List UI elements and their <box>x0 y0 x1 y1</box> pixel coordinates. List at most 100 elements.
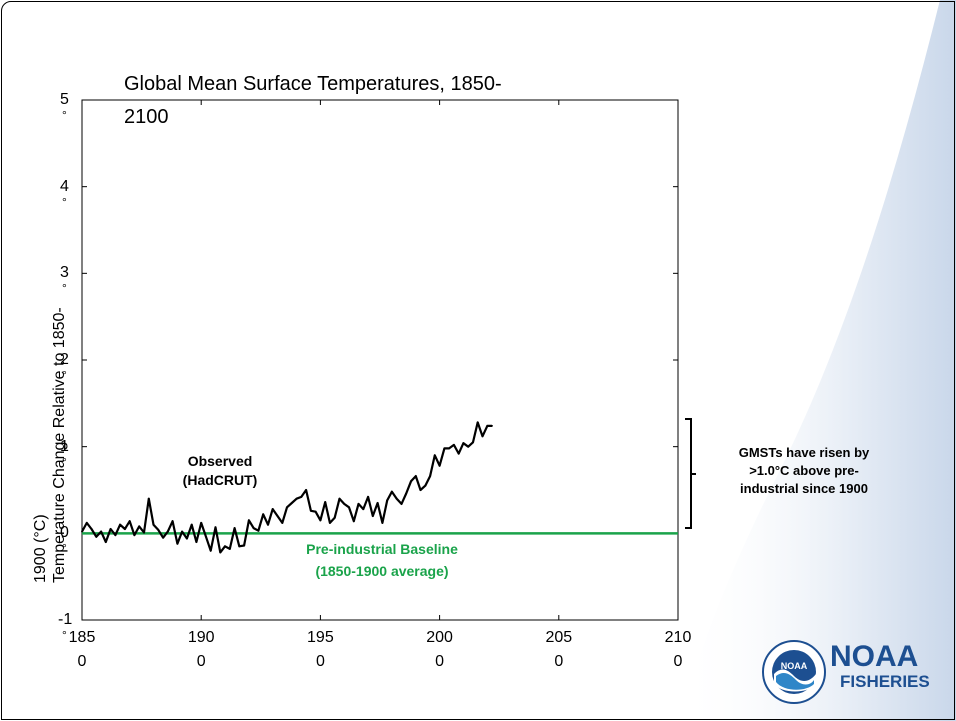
observed-data-point <box>267 523 269 526</box>
noaa-fisheries-logo: NOAA NOAA FISHERIES <box>762 638 932 706</box>
observed-data-point <box>305 489 307 491</box>
y-tick-number: 5 <box>60 91 69 108</box>
observed-data-point <box>391 490 393 493</box>
chart-title-line2: 2100 <box>124 106 169 128</box>
observed-data-point <box>85 522 88 524</box>
observed-data-point <box>414 475 417 478</box>
x-tick-label: 200 0 <box>420 626 460 674</box>
observed-data-point <box>252 527 255 530</box>
observed-data-point <box>104 541 107 543</box>
observed-data-point <box>324 501 327 504</box>
fisheries-logo-text: FISHERIES <box>840 672 930 691</box>
observed-data-point <box>352 520 355 523</box>
observed-data-point <box>295 497 298 500</box>
x-tick-label: 185 0 <box>62 626 102 674</box>
observed-data-point <box>457 452 460 455</box>
observed-label-line1: Observed <box>187 453 253 469</box>
observed-label-line2: (HadCRUT) <box>182 472 258 488</box>
y-tick-degree: ° <box>62 108 67 122</box>
observed-data-point <box>300 496 303 498</box>
side-note-line3: industrial since 1900 <box>740 481 868 496</box>
x-tick-label-top: 200 <box>426 629 453 646</box>
x-tick-label-bottom: 0 <box>435 653 445 670</box>
observed-data-point <box>185 537 188 540</box>
x-tick-label: 190 0 <box>181 626 221 674</box>
observed-data-point <box>286 506 288 509</box>
x-tick-label-top: 195 <box>307 629 334 646</box>
side-bracket <box>685 418 696 529</box>
observed-data-point <box>128 520 131 523</box>
y-tick-label: 1 ° <box>60 437 80 471</box>
observed-data-point <box>124 528 126 530</box>
observed-data-point <box>348 506 350 509</box>
observed-data-point <box>371 515 374 517</box>
y-tick-degree: ° <box>62 628 67 642</box>
observed-data-point <box>228 548 231 550</box>
observed-data-point <box>376 502 379 504</box>
observed-data-point <box>181 530 184 533</box>
observed-data-point <box>386 499 389 502</box>
observed-data-point <box>138 525 141 528</box>
x-tick-label-bottom: 0 <box>554 653 564 670</box>
observed-data-point <box>224 545 226 548</box>
observed-data-point <box>200 522 203 524</box>
observed-data-point <box>281 522 284 524</box>
observed-data-point <box>219 551 222 554</box>
x-tick-label: 195 0 <box>300 626 340 674</box>
observed-data-point <box>462 442 465 445</box>
x-tick-label-top: 205 <box>545 629 573 646</box>
observed-data-point <box>109 528 112 530</box>
observed-data-point <box>486 424 489 427</box>
observed-data-point <box>214 526 217 529</box>
y-tick-number: -1 <box>58 611 73 628</box>
observed-data-point <box>143 531 145 534</box>
noaa-logo-text: NOAA <box>830 640 919 673</box>
x-tick-label: 210 0 <box>658 626 698 674</box>
observed-data-point <box>262 513 265 516</box>
observed-data-point <box>405 492 408 495</box>
observed-data-point <box>119 523 122 526</box>
observed-data-point <box>114 534 117 536</box>
y-tick-number: 4 <box>60 177 69 195</box>
observed-data-point <box>209 549 212 552</box>
observed-data-point <box>400 502 403 505</box>
x-tick-label-bottom: 0 <box>315 653 325 670</box>
observed-data-point <box>357 502 360 505</box>
y-tick-label: 4 ° <box>60 177 80 211</box>
observed-data-point <box>152 523 155 526</box>
observed-data-point <box>448 447 451 450</box>
observed-data-point <box>166 530 169 533</box>
observed-data-point <box>162 536 164 539</box>
observed-data-point <box>395 497 398 500</box>
side-note-line2: >1.0°C above pre- <box>749 463 859 478</box>
observed-data-point <box>133 534 136 536</box>
observed-data-point <box>195 541 198 543</box>
observed-data-point <box>319 519 322 522</box>
observed-data-point <box>276 515 279 517</box>
chart-title-line1: Global Mean Surface Temperatures, 1850- <box>124 73 502 95</box>
x-tick-label: 205 0 <box>539 626 579 674</box>
observed-data-point <box>333 516 336 519</box>
y-tick-label: 0 ° <box>60 523 80 557</box>
observed-data-point <box>95 535 98 538</box>
observed-data-point <box>424 484 427 487</box>
x-tick-label-bottom: 0 <box>196 653 206 670</box>
x-tick-label-top: 210 <box>664 629 692 646</box>
observed-data-point <box>438 464 441 467</box>
side-note: GMSTs have risen by >1.0°C above pre- in… <box>690 444 918 498</box>
observed-data-point <box>329 522 331 524</box>
y-tick-degree: ° <box>62 541 67 556</box>
y-tick-degree: ° <box>62 194 67 209</box>
observed-data-point <box>100 530 102 533</box>
observed-data-point <box>419 489 422 491</box>
noaa-seal-text: NOAA <box>781 661 808 671</box>
baseline-label-line2: (1850-1900 average) <box>315 563 449 579</box>
observed-data-point <box>309 509 312 512</box>
observed-data-point <box>362 508 365 510</box>
observed-data-point <box>467 445 470 448</box>
baseline-label: Pre-industrial Baseline (1850-1900 avera… <box>262 538 502 582</box>
y-tick-degree: ° <box>62 281 67 296</box>
